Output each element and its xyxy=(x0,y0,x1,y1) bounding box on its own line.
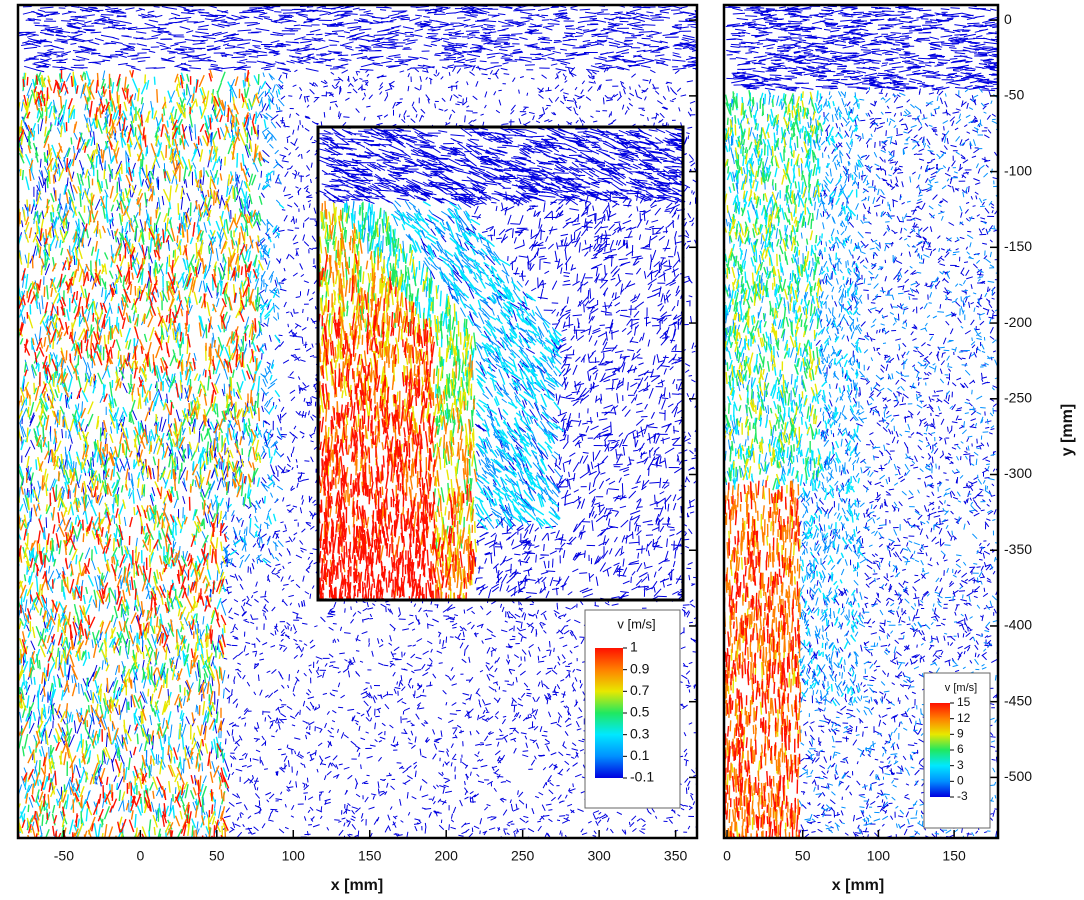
y-axis-label: y [mm] xyxy=(1059,404,1076,456)
colorbar-title: v [m/s] xyxy=(617,616,655,631)
inset-frame xyxy=(316,125,685,602)
y-tick-label: -350 xyxy=(1004,541,1032,557)
y-tick-label: -400 xyxy=(1004,617,1032,633)
colorbar-tick-label: 6 xyxy=(957,742,964,756)
vector-field-left xyxy=(18,5,697,838)
colorbar-tick-label: 0.1 xyxy=(630,747,650,763)
colorbar-tick-label: -3 xyxy=(957,789,968,803)
y-tick-label: -500 xyxy=(1004,768,1032,784)
colorbar-tick-label: 0.9 xyxy=(630,660,650,676)
x-tick-label: 100 xyxy=(282,848,306,864)
colorbar-tick-label: 12 xyxy=(957,711,971,725)
x-tick-label: 50 xyxy=(795,848,811,864)
y-tick-label: -50 xyxy=(1004,87,1024,103)
colorbar-tick-label: 1 xyxy=(630,639,638,655)
y-tick-label: -300 xyxy=(1004,465,1032,481)
x-axis-label: x [mm] xyxy=(331,877,383,894)
colorbar-tick-label: 3 xyxy=(957,758,964,772)
colorbar-box xyxy=(923,672,991,829)
x-tick-label: 100 xyxy=(867,848,891,864)
colorbar-tick-label: 0.5 xyxy=(630,704,650,720)
vector-arrows xyxy=(18,69,264,838)
colorbar-tick-label: 9 xyxy=(957,727,964,741)
colorbar-tick-label: 0 xyxy=(957,774,964,788)
y-tick-label: -250 xyxy=(1004,389,1032,405)
vector-arrows xyxy=(724,87,998,838)
x-tick-label: 150 xyxy=(358,848,382,864)
colorbar xyxy=(595,648,623,778)
vector-arrows xyxy=(318,253,477,600)
x-tick-label: 150 xyxy=(942,848,966,864)
right-frame xyxy=(722,3,1000,840)
y-tick-label: -150 xyxy=(1004,238,1032,254)
x-axis-label: x [mm] xyxy=(832,877,884,894)
x-tick-label: 300 xyxy=(587,848,611,864)
x-tick-label: 0 xyxy=(723,848,731,864)
colorbar-tick-label: 15 xyxy=(957,695,971,709)
vector-arrows xyxy=(724,91,823,838)
x-tick-label: 200 xyxy=(435,848,459,864)
vector-arrows xyxy=(724,480,801,838)
x-tick-label: 250 xyxy=(511,848,535,864)
colorbar-title: v [m/s] xyxy=(945,682,977,694)
x-tick-label: 350 xyxy=(664,848,688,864)
vector-field-inset xyxy=(318,127,683,600)
colorbar-tick-label: 0.7 xyxy=(630,682,650,698)
y-tick-label: -200 xyxy=(1004,314,1032,330)
x-tick-label: -50 xyxy=(54,848,74,864)
y-tick-label: 0 xyxy=(1004,11,1012,27)
vector-arrows xyxy=(318,127,683,600)
vector-arrows xyxy=(724,90,864,707)
x-tick-label: 0 xyxy=(136,848,144,864)
colorbar-tick-label: 0.3 xyxy=(630,725,650,741)
vector-field-right xyxy=(724,5,998,838)
x-tick-label: 50 xyxy=(209,848,225,864)
vector-arrows xyxy=(724,90,824,491)
y-tick-label: -450 xyxy=(1004,692,1032,708)
left-frame xyxy=(16,3,699,840)
colorbar xyxy=(930,703,950,797)
vector-arrows xyxy=(18,69,260,838)
y-tick-label: -100 xyxy=(1004,162,1032,178)
colorbar-tick-label: -0.1 xyxy=(630,769,654,785)
